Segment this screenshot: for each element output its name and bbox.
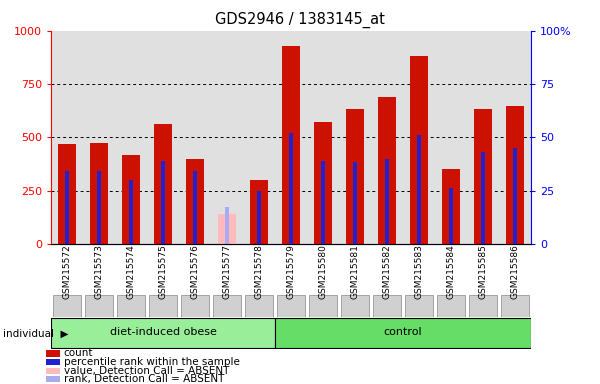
Text: GSM215576: GSM215576 <box>191 244 199 299</box>
Bar <box>193 171 197 244</box>
FancyBboxPatch shape <box>500 295 529 317</box>
Bar <box>161 161 166 244</box>
FancyBboxPatch shape <box>469 295 497 317</box>
Bar <box>346 109 364 244</box>
Text: GSM215577: GSM215577 <box>223 244 232 299</box>
Bar <box>46 376 60 382</box>
Text: GSM215583: GSM215583 <box>415 244 424 299</box>
FancyBboxPatch shape <box>149 295 178 317</box>
FancyBboxPatch shape <box>181 295 209 317</box>
FancyBboxPatch shape <box>245 295 274 317</box>
Bar <box>224 207 229 244</box>
FancyBboxPatch shape <box>51 318 275 348</box>
Bar <box>97 171 101 244</box>
Text: GSM215586: GSM215586 <box>511 244 520 299</box>
FancyBboxPatch shape <box>341 295 370 317</box>
Bar <box>474 109 492 244</box>
Text: GSM215573: GSM215573 <box>95 244 104 299</box>
Bar <box>442 169 460 244</box>
Text: GSM215582: GSM215582 <box>383 244 392 299</box>
Bar <box>90 142 108 244</box>
FancyBboxPatch shape <box>212 295 241 317</box>
Bar <box>46 359 60 365</box>
Text: individual  ▶: individual ▶ <box>3 328 68 338</box>
Bar <box>512 148 517 244</box>
Bar <box>46 367 60 374</box>
Text: GSM215575: GSM215575 <box>158 244 167 299</box>
Bar <box>154 124 172 244</box>
FancyBboxPatch shape <box>275 318 531 348</box>
Bar <box>250 180 268 244</box>
Text: percentile rank within the sample: percentile rank within the sample <box>64 357 239 367</box>
Bar <box>128 180 133 244</box>
Text: GDS2946 / 1383145_at: GDS2946 / 1383145_at <box>215 12 385 28</box>
Bar <box>46 350 60 356</box>
Text: GSM215574: GSM215574 <box>127 244 136 299</box>
Text: count: count <box>64 348 93 358</box>
Text: GSM215572: GSM215572 <box>62 244 71 299</box>
Bar <box>353 162 358 244</box>
Text: GSM215578: GSM215578 <box>254 244 263 299</box>
Text: GSM215581: GSM215581 <box>350 244 359 299</box>
FancyBboxPatch shape <box>53 295 82 317</box>
Bar <box>186 159 204 244</box>
Bar <box>449 189 454 244</box>
Text: GSM215585: GSM215585 <box>479 244 487 299</box>
Bar <box>506 106 524 244</box>
FancyBboxPatch shape <box>85 295 113 317</box>
Bar <box>218 214 236 244</box>
FancyBboxPatch shape <box>437 295 466 317</box>
Bar <box>58 144 76 244</box>
Bar <box>257 190 262 244</box>
Text: GSM215579: GSM215579 <box>287 244 296 299</box>
Text: value, Detection Call = ABSENT: value, Detection Call = ABSENT <box>64 366 229 376</box>
Bar <box>289 133 293 244</box>
FancyBboxPatch shape <box>373 295 401 317</box>
FancyBboxPatch shape <box>404 295 433 317</box>
Bar <box>416 135 421 244</box>
Text: diet-induced obese: diet-induced obese <box>110 328 217 338</box>
Bar <box>314 122 332 244</box>
FancyBboxPatch shape <box>116 295 145 317</box>
Text: GSM215584: GSM215584 <box>446 244 455 299</box>
Bar <box>65 171 70 244</box>
Bar <box>122 156 140 244</box>
FancyBboxPatch shape <box>277 295 305 317</box>
Bar <box>320 161 325 244</box>
Text: control: control <box>383 328 422 338</box>
Bar <box>378 97 396 244</box>
Text: GSM215580: GSM215580 <box>319 244 328 299</box>
Bar <box>481 152 485 244</box>
Bar <box>385 159 389 244</box>
Bar <box>282 46 300 244</box>
Text: rank, Detection Call = ABSENT: rank, Detection Call = ABSENT <box>64 374 224 384</box>
FancyBboxPatch shape <box>308 295 337 317</box>
Bar <box>410 56 428 244</box>
